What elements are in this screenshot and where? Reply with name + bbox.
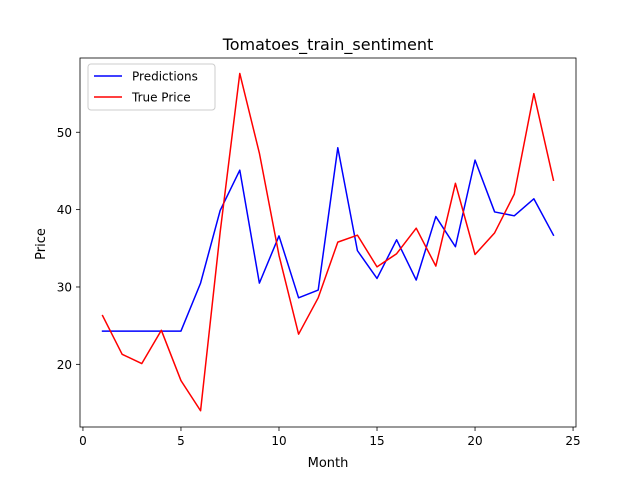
x-tick-label: 5 — [177, 434, 185, 448]
x-tick-label: 0 — [79, 434, 87, 448]
y-tick-label: 50 — [57, 126, 72, 140]
x-tick-label: 15 — [369, 434, 384, 448]
y-tick-label: 30 — [57, 280, 72, 294]
legend-label-0: Predictions — [132, 70, 198, 84]
x-axis-label: Month — [308, 456, 349, 471]
x-tick-label: 10 — [271, 434, 286, 448]
x-tick-label: 20 — [467, 434, 482, 448]
series-line-1 — [101, 72, 555, 412]
plot-area: 0 5 10 15 20 25 20 30 40 50 — [57, 57, 581, 448]
x-tick-label: 25 — [565, 434, 580, 448]
axes-frame — [79, 57, 577, 428]
y-tick-label: 40 — [57, 203, 72, 217]
y-tick-label: 20 — [57, 358, 72, 372]
y-axis-label: Price — [34, 228, 49, 260]
legend: Predictions True Price — [87, 63, 216, 111]
legend-label-1: True Price — [131, 91, 191, 105]
chart-title: Tomatoes_train_sentiment — [222, 35, 434, 55]
series-line-0 — [101, 146, 555, 332]
